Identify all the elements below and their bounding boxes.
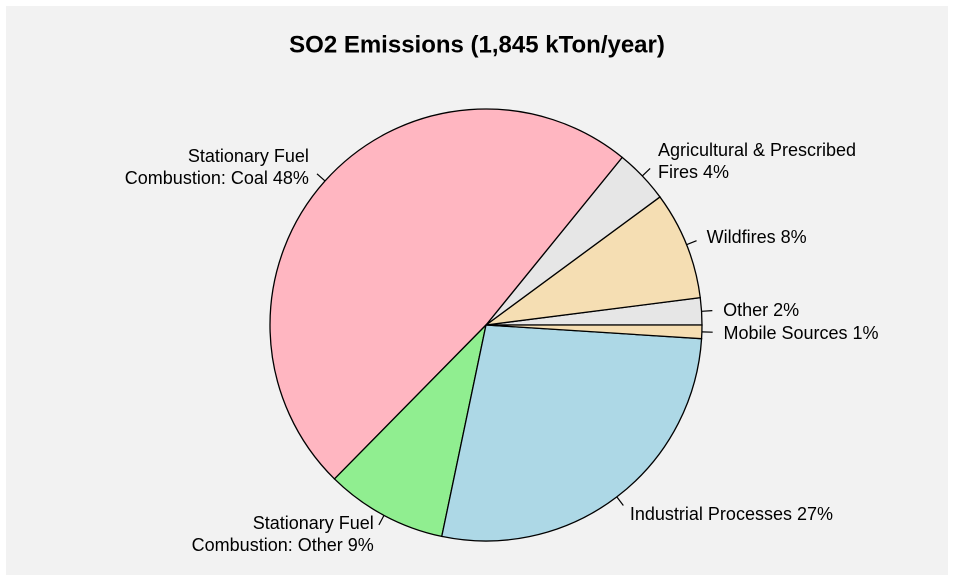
pie-slice (333, 322, 488, 538)
pie-slice (485, 324, 703, 340)
category-label: Agricultural & Prescribed Fires (657, 140, 857, 183)
value-label: 9% (347, 535, 374, 556)
slice-label: Wildfires 8% (707, 226, 807, 248)
value-label: 1% (852, 322, 879, 343)
category-label: Other (723, 299, 769, 320)
value-label: 8% (780, 226, 807, 247)
category-label: Stationary Fuel Combustion: Coal (124, 145, 309, 188)
category-label: Mobile Sources (723, 322, 848, 343)
slice-label: Industrial Processes 27% (630, 503, 833, 525)
label-leader (616, 496, 624, 506)
slice-label: Mobile Sources 1% (723, 322, 878, 344)
category-label: Industrial Processes (629, 504, 792, 525)
slice-label: Stationary Fuel Combustion: Other 9% (174, 512, 374, 556)
label-leader (378, 515, 385, 526)
value-label: 48% (272, 167, 309, 188)
slice-label: Agricultural & Prescribed Fires 4% (658, 139, 858, 183)
pie-slice (483, 196, 701, 326)
slice-label: Stationary Fuel Combustion: Coal 48% (109, 145, 309, 189)
value-label: 2% (773, 299, 800, 320)
label-leader (686, 240, 697, 246)
pie-slice (440, 324, 703, 542)
category-label: Stationary Fuel Combustion: Other (191, 513, 374, 556)
value-label: 27% (796, 504, 834, 525)
category-label: Wildfires (706, 226, 776, 247)
slice-label: Other 2% (723, 299, 799, 321)
chart-title: SO2 Emissions (1,845 kTon/year) (289, 31, 665, 58)
label-leader (701, 310, 713, 312)
label-leader (316, 173, 326, 182)
value-label: 4% (702, 162, 729, 183)
label-leader (641, 168, 651, 177)
